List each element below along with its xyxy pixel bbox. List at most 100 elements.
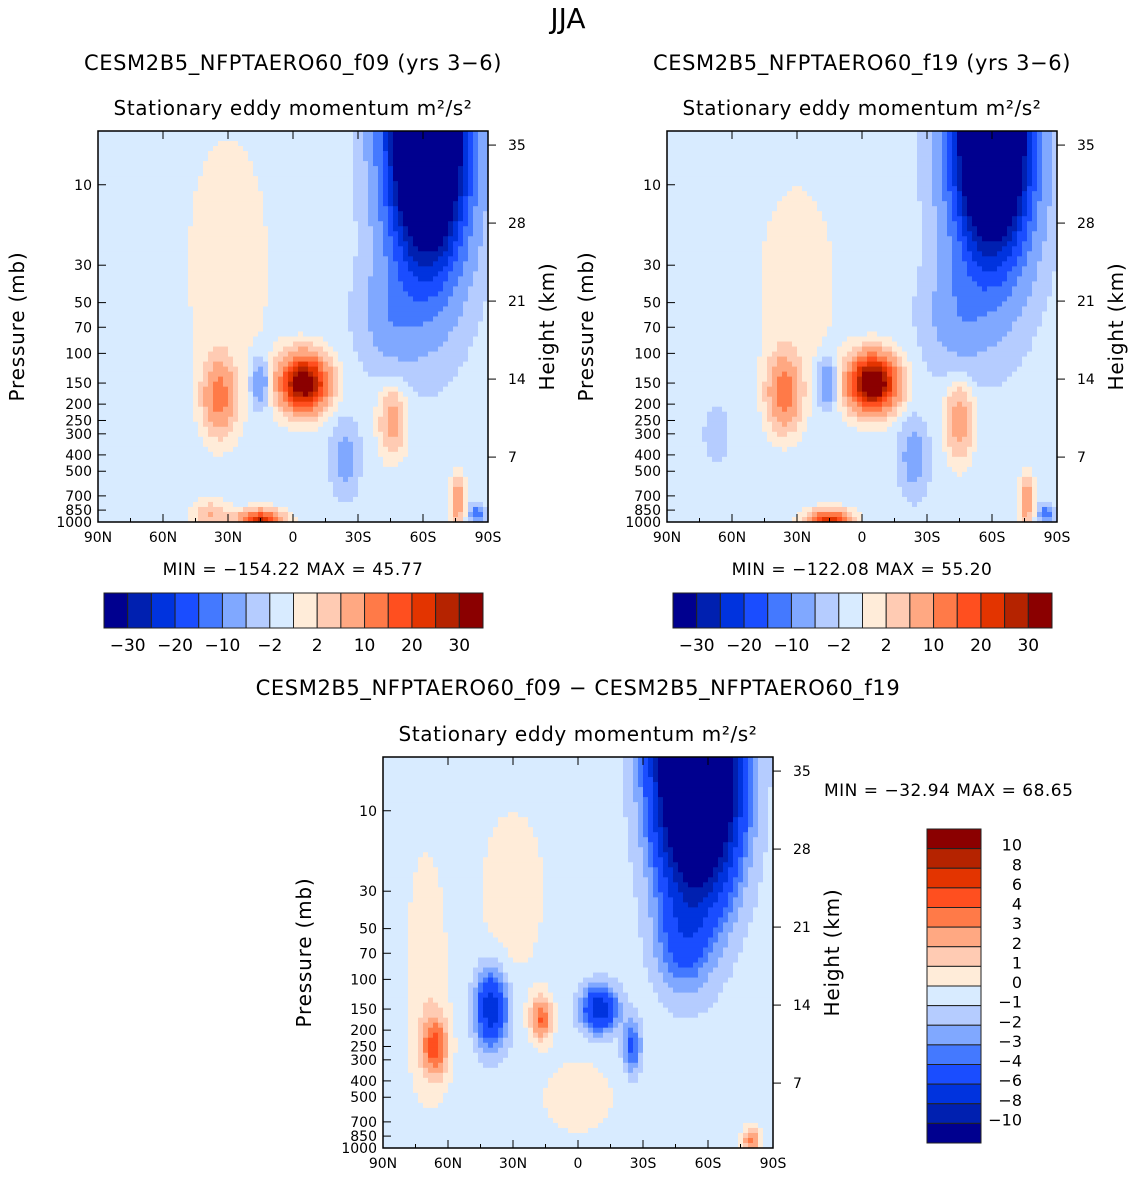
contour-cell <box>118 451 124 458</box>
contour-cell <box>353 436 359 443</box>
contour-cell <box>293 471 299 478</box>
contour-cell <box>168 306 174 313</box>
contour-cell <box>338 236 344 242</box>
contour-cell <box>303 491 309 498</box>
contour-cell <box>188 436 194 443</box>
contour-cell <box>178 241 184 247</box>
contour-cell <box>303 431 309 438</box>
contour-cell <box>333 506 339 513</box>
contour-cell <box>198 326 204 333</box>
contour-cell <box>123 296 129 303</box>
contour-cell <box>123 311 129 318</box>
contour-cell <box>173 166 179 172</box>
contour-cell <box>323 411 329 418</box>
contour-cell <box>183 196 189 202</box>
contour-cell <box>293 506 299 513</box>
contour-cell <box>333 371 339 378</box>
contour-cell <box>268 236 274 242</box>
contour-cell <box>228 411 234 418</box>
contour-cell <box>403 236 409 242</box>
contour-cell <box>293 296 299 303</box>
contour-cell <box>378 276 384 282</box>
contour-cell <box>398 331 404 338</box>
contour-cell <box>123 306 129 313</box>
contour-cell <box>228 151 234 157</box>
contour-cell <box>123 341 129 348</box>
contour-cell <box>128 221 134 227</box>
contour-cell <box>383 416 389 423</box>
contour-cell <box>243 161 249 167</box>
contour-cell <box>253 386 259 393</box>
contour-cell <box>283 401 289 408</box>
contour-cell <box>103 281 109 287</box>
contour-cell <box>248 326 254 333</box>
contour-cell <box>233 191 239 197</box>
contour-cell <box>338 321 344 328</box>
contour-cell <box>413 306 419 313</box>
contour-cell <box>308 516 314 523</box>
contour-cell <box>193 306 199 313</box>
contour-cell <box>343 416 349 423</box>
contour-cell <box>343 301 349 308</box>
contour-cell <box>228 421 234 428</box>
contour-cell <box>258 391 264 398</box>
contour-cell <box>293 431 299 438</box>
contour-cell <box>383 466 389 473</box>
contour-cell <box>328 251 334 257</box>
contour-cell <box>128 466 134 473</box>
contour-cell <box>228 381 234 388</box>
contour-cell <box>133 231 139 237</box>
contour-cell <box>323 451 329 458</box>
contour-cell <box>98 231 104 237</box>
contour-cell <box>188 491 194 498</box>
contour-cell <box>393 511 399 518</box>
contour-cell <box>233 291 239 298</box>
contour-cell <box>283 281 289 287</box>
contour-cell <box>318 486 324 493</box>
contour-cell <box>183 461 189 468</box>
contour-cell <box>408 441 414 448</box>
contour-cell <box>218 246 224 252</box>
contour-cell <box>213 381 219 388</box>
contour-cell <box>98 496 104 503</box>
contour-cell <box>183 336 189 343</box>
contour-cell <box>303 346 309 353</box>
contour-cell <box>368 241 374 247</box>
contour-cell <box>278 191 284 197</box>
contour-cell <box>278 501 284 508</box>
contour-cell <box>288 266 294 272</box>
contour-cell <box>103 331 109 338</box>
contour-cell <box>273 156 279 162</box>
contour-cell <box>243 216 249 222</box>
contour-cell <box>198 451 204 458</box>
contour-cell <box>243 341 249 348</box>
contour-cell <box>148 191 154 197</box>
contour-cell <box>178 396 184 403</box>
contour-cell <box>168 211 174 217</box>
contour-cell <box>318 141 324 147</box>
contour-cell <box>318 286 324 293</box>
contour-cell <box>373 256 379 262</box>
contour-cell <box>378 296 384 303</box>
contour-cell <box>413 311 419 318</box>
contour-cell <box>108 501 114 508</box>
contour-cell <box>323 171 329 177</box>
contour-cell <box>103 156 109 162</box>
contour-cell <box>183 151 189 157</box>
contour-cell <box>233 211 239 217</box>
contour-cell <box>178 296 184 303</box>
contour-cell <box>133 306 139 313</box>
contour-cell <box>153 346 159 353</box>
contour-cell <box>373 276 379 282</box>
contour-cell <box>323 406 329 413</box>
contour-cell <box>223 166 229 172</box>
contour-cell <box>383 456 389 463</box>
contour-cell <box>243 396 249 403</box>
contour-cell <box>388 286 394 293</box>
contour-cell <box>198 511 204 518</box>
contour-cell <box>293 496 299 503</box>
contour-cell <box>403 461 409 468</box>
contour-cell <box>243 191 249 197</box>
contour-cell <box>188 471 194 478</box>
contour-cell <box>203 181 209 187</box>
